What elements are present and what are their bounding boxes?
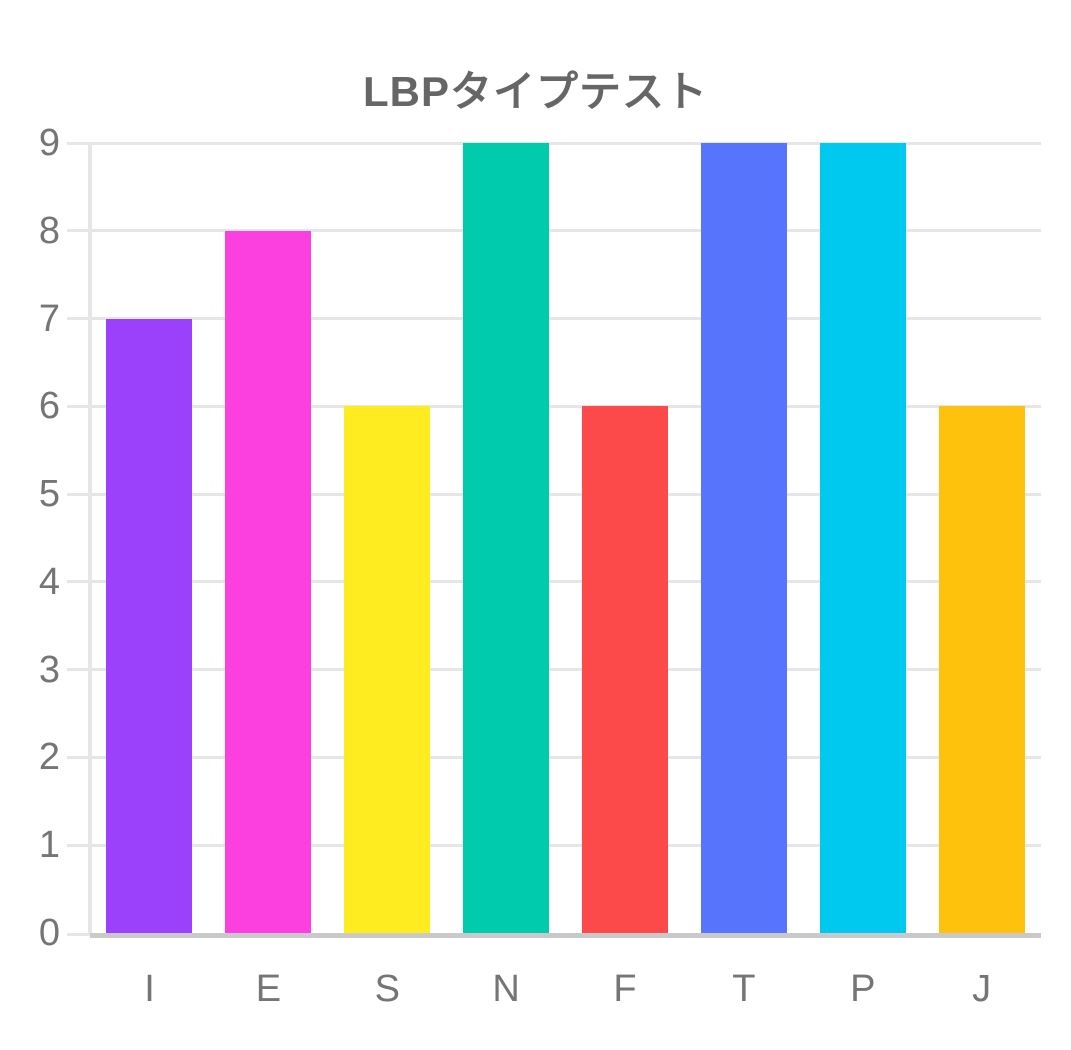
x-axis-tick-label: N: [492, 968, 520, 1010]
zero-tick-mark: [67, 933, 90, 936]
x-axis-tick-label: J: [972, 968, 992, 1010]
y-axis-tick-label: 1: [38, 824, 60, 867]
y-gridline: [67, 755, 1041, 759]
x-axis-tick-label: I: [144, 968, 155, 1010]
y-axis-tick-label: 4: [38, 560, 60, 603]
y-gridline: [67, 141, 1041, 145]
x-axis-tick-label: E: [255, 968, 282, 1010]
y-axis-tick-label: 3: [38, 648, 60, 691]
x-axis-baseline: [90, 933, 1041, 938]
bar-P: [819, 143, 906, 933]
y-gridline: [67, 843, 1041, 847]
y-gridline: [67, 668, 1041, 672]
bar-F: [581, 406, 668, 933]
y-axis-tick-label: 5: [38, 473, 60, 516]
y-gridline: [67, 404, 1041, 408]
y-axis-tick-label: 6: [38, 385, 60, 428]
bar-I: [106, 318, 193, 933]
bar-E: [225, 230, 312, 933]
y-axis-tick-label: 8: [38, 209, 60, 252]
y-axis-line: [88, 143, 92, 933]
chart-title: LBPタイプテスト: [362, 68, 708, 115]
y-gridline: [67, 492, 1041, 496]
y-gridline: [67, 580, 1041, 584]
y-axis-tick-label: 0: [38, 912, 60, 954]
x-axis-tick-label: P: [850, 968, 876, 1010]
x-axis-tick-label: T: [732, 968, 756, 1010]
y-gridline: [67, 317, 1041, 321]
y-axis-tick-label: 7: [38, 297, 60, 340]
y-axis-tick-label: 2: [38, 736, 60, 779]
bar-J: [938, 406, 1025, 933]
bar-N: [463, 143, 550, 933]
x-axis-tick-label: F: [613, 968, 637, 1010]
y-axis-tick-label: 9: [38, 122, 60, 164]
bar-T: [700, 143, 787, 933]
x-axis-tick-label: S: [374, 968, 400, 1010]
bar-S: [344, 406, 431, 933]
y-gridline: [67, 229, 1041, 233]
